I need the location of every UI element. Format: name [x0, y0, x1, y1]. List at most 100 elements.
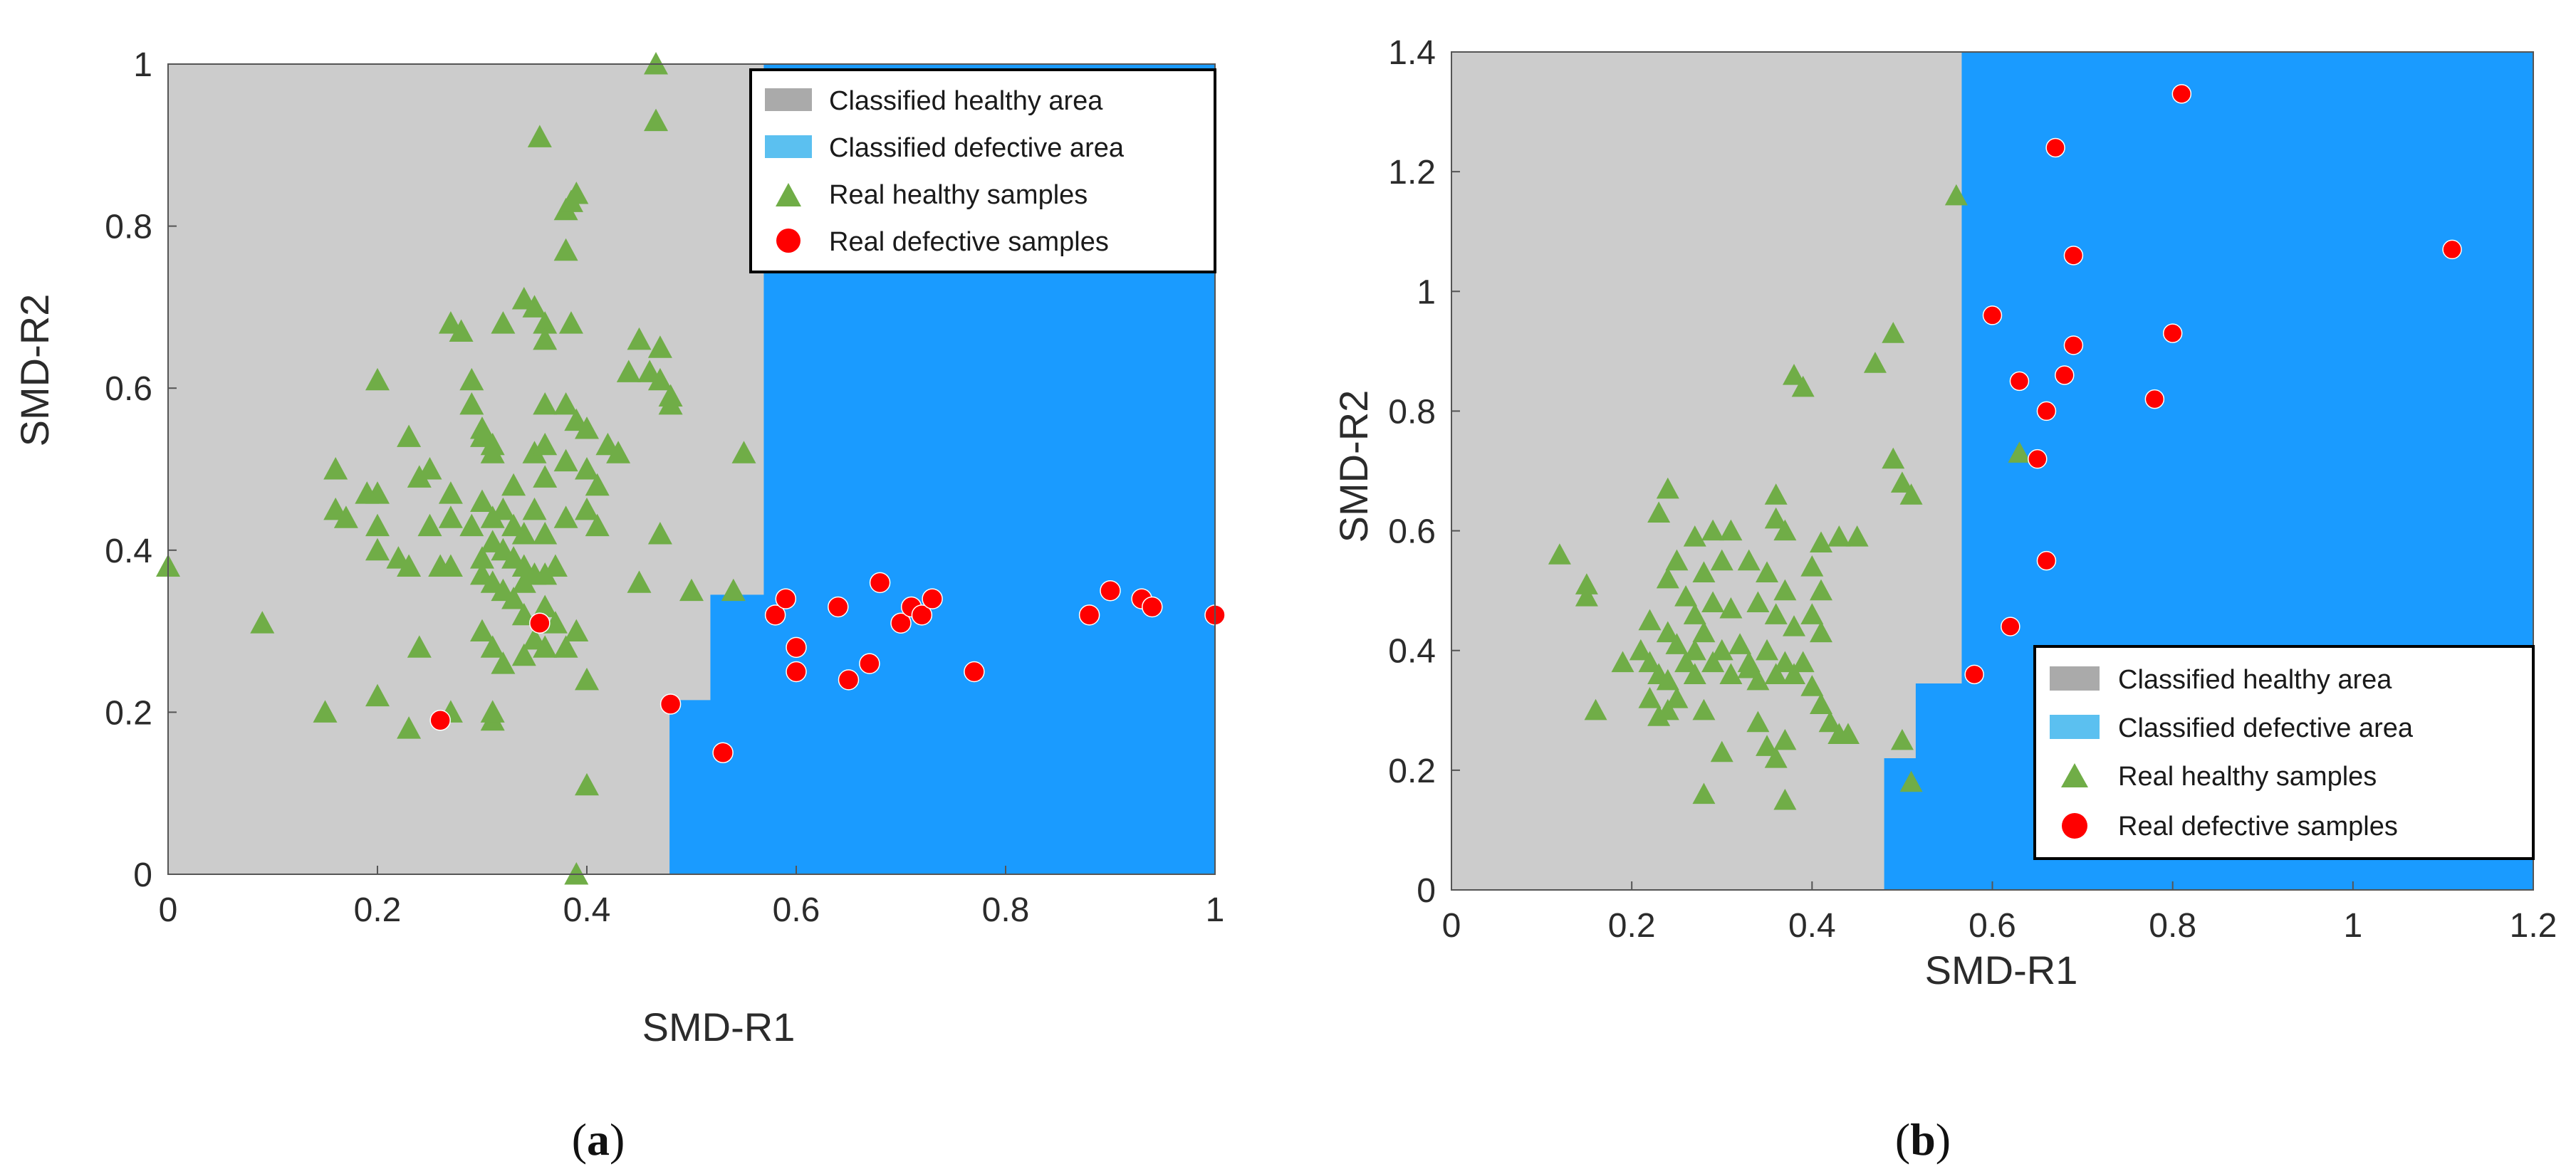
healthy-sample-point [627, 570, 652, 593]
healthy-sample-point [1746, 591, 1770, 613]
healthy-sample-point [1809, 579, 1832, 601]
healthy-sample-point [543, 554, 568, 577]
healthy-sample-point [553, 505, 578, 528]
healthy-sample-point [1710, 740, 1733, 762]
defective-sample-point [2171, 84, 2192, 104]
y-tick-label: 1 [133, 46, 152, 84]
healthy-sample-point [1719, 663, 1743, 684]
healthy-sample-point [459, 367, 484, 391]
healthy-sample-point [606, 441, 631, 463]
y-tick-label: 1 [1417, 273, 1436, 311]
healthy-sample-point [1746, 669, 1770, 691]
x-tick-label: 0.8 [982, 891, 1030, 929]
legend-b-defective-area-label: Classified defective area [2118, 713, 2414, 743]
healthy-sample-point [1710, 639, 1733, 661]
healthy-sample-point [1818, 711, 1842, 733]
healthy-sample-point [585, 473, 610, 496]
healthy-sample-point [575, 497, 599, 520]
defective-sample-point [911, 604, 933, 626]
healthy-sample-point [1656, 621, 1679, 643]
healthy-sample-point [323, 457, 348, 480]
healthy-sample-point [1683, 525, 1706, 547]
healthy-sample-point [1764, 603, 1788, 624]
healthy-sample-point [1890, 728, 1914, 750]
healthy-sample-point [558, 311, 583, 334]
healthy-sample-point [480, 441, 505, 463]
healthy-sample-point [1683, 663, 1706, 684]
defective-sample-point [890, 612, 912, 634]
healthy-sample-point [480, 700, 505, 723]
chart-b-legend: Classified healthy area Classified defec… [2033, 645, 2535, 860]
healthy-sample-point [491, 651, 516, 674]
defective-sample-point [2028, 449, 2048, 469]
defective-sample-point [1982, 305, 2003, 325]
legend-b-healthy-samples-label: Real healthy samples [2118, 762, 2377, 792]
healthy-sample-point [553, 449, 578, 472]
healthy-sample-point [1746, 711, 1770, 733]
healthy-sample-point [1845, 525, 1869, 547]
healthy-sample-point [1710, 549, 1733, 571]
defective-sample-point [2009, 371, 2030, 392]
y-tick-label: 1.2 [1388, 154, 1436, 192]
healthy-sample-point [1764, 483, 1788, 505]
healthy-sample-point [731, 441, 756, 463]
defective-sample-point [2036, 401, 2057, 421]
healthy-sample-point [1783, 363, 1806, 385]
healthy-sample-point [1756, 735, 1779, 756]
chart-b-x-axis-label: SMD-R1 [1925, 948, 2078, 992]
healthy-sample-point [1863, 352, 1887, 373]
healthy-sample-point [1701, 519, 1725, 541]
healthy-sample-point [397, 424, 422, 447]
legend-b-healthy-area-label: Classified healthy area [2118, 665, 2392, 695]
healthy-sample-point [1764, 507, 1788, 529]
legend-b-healthy-area-swatch [2050, 666, 2100, 691]
defective-sample-point [764, 604, 786, 626]
panel-a-letter: a [587, 1114, 610, 1165]
healthy-sample-point [449, 319, 474, 342]
healthy-sample-point [1575, 585, 1598, 607]
healthy-sample-point [1575, 573, 1598, 594]
y-tick-label: 0.2 [1388, 753, 1436, 790]
healthy-sample-point [438, 505, 463, 528]
y-tick-label: 1.4 [1388, 34, 1436, 72]
healthy-sample-point [1692, 698, 1716, 720]
healthy-sample-point [1827, 525, 1851, 547]
panel-b-letter: b [1910, 1114, 1936, 1165]
chart-a-legend: Classified healthy area Classified defec… [749, 68, 1216, 273]
healthy-sample-point [1638, 609, 1662, 631]
healthy-sample-point [1944, 184, 1968, 206]
healthy-sample-point [1683, 639, 1706, 661]
chart-a-x-ticks: 0 0.2 0.4 0.6 0.8 1 [159, 866, 1224, 929]
defective-sample-point [838, 669, 860, 691]
y-tick-label: 0.8 [105, 209, 152, 246]
defective-sample-point [775, 588, 797, 609]
chart-b-x-ticks: 0 0.2 0.4 0.6 0.8 1 1.2 [1442, 881, 2557, 945]
healthy-sample-point [647, 522, 672, 545]
healthy-sample-point [522, 497, 547, 520]
x-tick-label: 0 [1442, 907, 1461, 945]
healthy-sample-point [355, 481, 380, 504]
defective-sample-point [1142, 596, 1163, 618]
healthy-sample-point [647, 335, 672, 358]
healthy-sample-point [585, 513, 610, 537]
healthy-sample-point [644, 108, 669, 132]
healthy-sample-point [533, 432, 558, 456]
defective-sample-point [2442, 239, 2462, 260]
healthy-sample-point [397, 716, 422, 739]
healthy-sample-point [1548, 543, 1571, 565]
x-tick-label: 0.6 [773, 891, 820, 929]
y-tick-label: 0.2 [105, 694, 152, 732]
healthy-sample-point [564, 619, 589, 642]
healthy-sample-point [533, 562, 558, 585]
healthy-sample-point [1701, 651, 1725, 673]
defective-sample-point [712, 742, 734, 764]
healthy-sample-point [470, 489, 494, 512]
healthy-sample-point [522, 441, 547, 463]
chart-b-legend-box [2033, 645, 2535, 860]
healthy-sample-point [1773, 579, 1797, 601]
healthy-sample-point [1800, 555, 1824, 577]
legend-a-defective-area-label: Classified defective area [829, 133, 1125, 163]
chart-a-x-axis-label: SMD-R1 [642, 1005, 796, 1049]
healthy-sample-point [1791, 375, 1815, 397]
